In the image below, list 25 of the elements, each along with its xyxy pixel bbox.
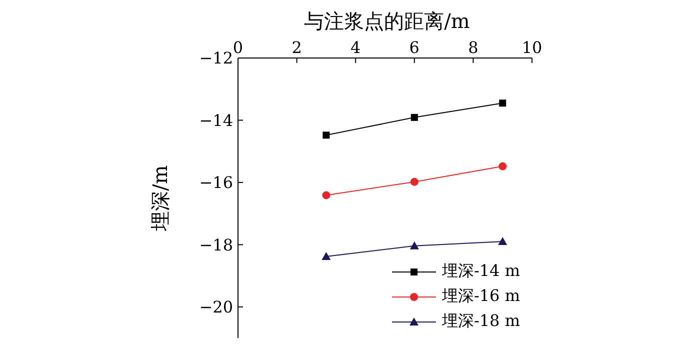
x-tick-label: 6 [409,38,420,57]
x-tick-label: 0 [232,38,244,57]
point [322,191,330,200]
x-tick-label: 10 [522,38,542,57]
x-tick-label: 2 [292,38,302,57]
point [410,241,419,250]
x-tick-label: 4 [350,38,361,57]
x-tick-label: 8 [468,38,478,57]
y-axis-title: 埋深/m [148,165,172,232]
y-tick-label: −20 [199,298,233,317]
point [410,178,418,186]
y-tick-label: −12 [199,48,233,68]
legend-label: 埋深-16 m [442,286,520,307]
point [498,162,507,170]
legend-label: 埋深-14 m [442,261,520,282]
point [410,114,418,121]
y-tick-label: −18 [199,235,233,254]
point [322,252,331,260]
y-tick-label: −14 [199,110,233,130]
point [322,132,330,139]
point [498,237,508,246]
point [499,100,506,107]
x-axis-title: 与注浆点的距离/m [303,8,471,35]
y-tick-label: −16 [199,173,233,192]
legend-label: 埋深-18 m [442,311,520,332]
